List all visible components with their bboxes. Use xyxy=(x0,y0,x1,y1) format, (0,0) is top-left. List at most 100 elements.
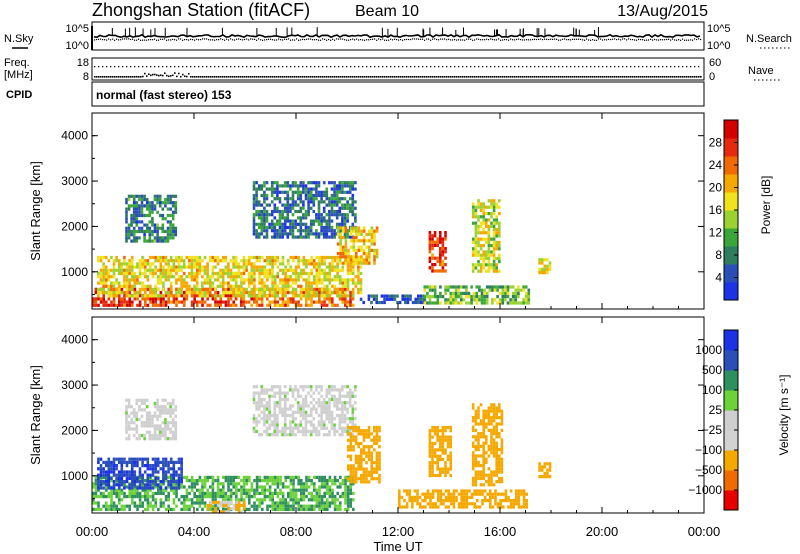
data-cell xyxy=(360,248,363,252)
data-cell xyxy=(323,268,326,272)
data-cell xyxy=(323,491,326,495)
data-cell xyxy=(125,262,129,266)
data-cell xyxy=(188,291,191,295)
data-cell xyxy=(102,281,105,285)
data-cell xyxy=(281,495,285,499)
data-cell xyxy=(258,501,261,505)
data-cell xyxy=(252,200,256,204)
data-cell xyxy=(297,262,300,266)
freq-point xyxy=(380,76,382,78)
data-cell xyxy=(222,498,225,502)
nsearch-point xyxy=(228,39,230,41)
cpid-text: normal (fast stereo) 153 xyxy=(96,88,232,102)
data-cell xyxy=(343,184,347,188)
freq-point xyxy=(538,76,540,78)
data-cell xyxy=(266,475,269,479)
data-cell xyxy=(156,483,160,487)
data-cell xyxy=(261,498,264,502)
data-cell xyxy=(344,239,348,243)
data-cell xyxy=(250,291,254,295)
data-cell xyxy=(156,201,159,205)
freq-point xyxy=(256,76,258,78)
nsearch-point xyxy=(342,38,344,40)
data-cell xyxy=(279,262,282,266)
freq-point xyxy=(574,76,576,78)
data-cell xyxy=(322,235,326,239)
data-cell xyxy=(125,480,129,484)
data-cell xyxy=(138,467,142,471)
data-cell xyxy=(309,429,313,434)
data-cell xyxy=(117,271,121,276)
data-cell xyxy=(346,485,350,489)
nave-point xyxy=(626,66,628,68)
data-cell xyxy=(131,300,134,304)
data-cell xyxy=(477,240,480,244)
data-cell xyxy=(294,268,298,272)
data-cell xyxy=(167,504,170,508)
data-cell xyxy=(201,303,204,307)
data-cell xyxy=(299,297,303,301)
data-cell xyxy=(310,495,313,499)
data-cell xyxy=(320,417,323,421)
data-cell xyxy=(342,261,345,265)
data-cell xyxy=(357,248,361,252)
data-cell xyxy=(318,501,321,505)
data-cell xyxy=(273,404,277,408)
data-cell xyxy=(302,410,305,414)
data-cell xyxy=(305,482,308,486)
data-cell xyxy=(436,237,439,241)
freq-point xyxy=(674,76,676,78)
data-cell xyxy=(441,237,445,241)
data-cell xyxy=(146,491,150,495)
data-cell xyxy=(232,271,235,276)
data-cell xyxy=(110,488,113,492)
data-cell xyxy=(97,483,100,487)
nsearch-point xyxy=(144,39,146,41)
data-cell xyxy=(193,491,196,495)
data-cell xyxy=(136,457,139,461)
data-cell xyxy=(255,407,258,411)
data-cell xyxy=(247,291,251,295)
data-cell xyxy=(196,294,199,298)
data-cell xyxy=(145,213,149,218)
data-cell xyxy=(284,271,287,276)
data-cell xyxy=(328,262,332,266)
data-cell xyxy=(123,473,126,477)
data-cell xyxy=(145,398,149,402)
data-cell xyxy=(498,253,501,257)
data-cell xyxy=(309,420,313,424)
data-cell xyxy=(253,488,256,492)
data-cell xyxy=(169,294,173,298)
data-cell xyxy=(527,298,531,302)
data-cell xyxy=(338,287,342,291)
nave-point xyxy=(182,66,184,68)
data-cell xyxy=(380,294,384,298)
data-cell xyxy=(180,501,183,505)
data-cell xyxy=(253,284,256,288)
data-cell xyxy=(485,295,489,299)
data-cell xyxy=(375,297,378,301)
nsearch-point xyxy=(304,39,306,41)
data-cell xyxy=(333,278,337,282)
nsearch-point xyxy=(438,39,440,41)
freq-point xyxy=(520,76,522,78)
data-cell xyxy=(164,507,168,511)
data-cell xyxy=(385,294,389,298)
data-cell xyxy=(102,480,105,484)
data-cell xyxy=(291,213,295,217)
data-cell xyxy=(336,498,339,502)
data-cell xyxy=(175,268,178,272)
data-cell xyxy=(344,281,347,285)
data-cell xyxy=(317,206,321,210)
data-cell xyxy=(257,222,261,226)
freq-point xyxy=(166,74,168,77)
power-colorbar-label: Power [dB] xyxy=(759,176,773,235)
data-cell xyxy=(368,258,371,262)
data-cell xyxy=(143,262,147,266)
data-cell xyxy=(307,235,310,239)
data-cell xyxy=(370,232,374,236)
data-cell xyxy=(299,268,303,272)
data-cell xyxy=(149,255,152,260)
data-cell xyxy=(148,201,152,205)
data-cell xyxy=(161,201,165,205)
